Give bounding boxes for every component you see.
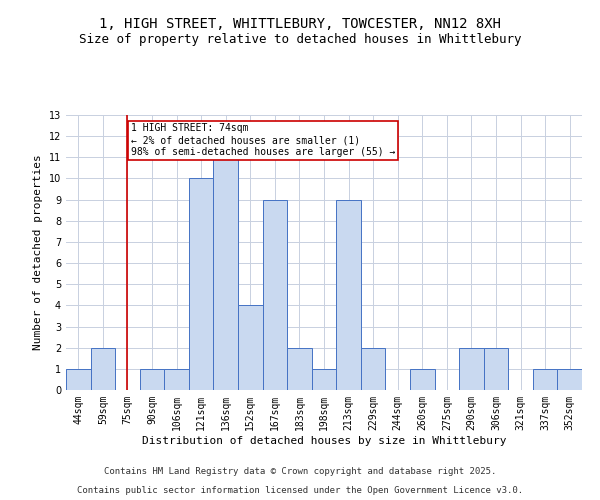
Bar xyxy=(91,348,115,390)
Bar xyxy=(164,369,189,390)
Bar xyxy=(140,369,164,390)
Bar xyxy=(66,369,91,390)
Bar xyxy=(557,369,582,390)
Text: 1, HIGH STREET, WHITTLEBURY, TOWCESTER, NN12 8XH: 1, HIGH STREET, WHITTLEBURY, TOWCESTER, … xyxy=(99,18,501,32)
Bar xyxy=(189,178,214,390)
Bar xyxy=(533,369,557,390)
Text: 1 HIGH STREET: 74sqm
← 2% of detached houses are smaller (1)
98% of semi-detache: 1 HIGH STREET: 74sqm ← 2% of detached ho… xyxy=(131,124,395,156)
Bar xyxy=(238,306,263,390)
Bar xyxy=(336,200,361,390)
Bar xyxy=(459,348,484,390)
Bar xyxy=(484,348,508,390)
Text: Size of property relative to detached houses in Whittlebury: Size of property relative to detached ho… xyxy=(79,32,521,46)
X-axis label: Distribution of detached houses by size in Whittlebury: Distribution of detached houses by size … xyxy=(142,436,506,446)
Text: Contains public sector information licensed under the Open Government Licence v3: Contains public sector information licen… xyxy=(77,486,523,495)
Bar xyxy=(312,369,336,390)
Bar xyxy=(214,158,238,390)
Bar xyxy=(410,369,434,390)
Bar xyxy=(263,200,287,390)
Bar xyxy=(361,348,385,390)
Y-axis label: Number of detached properties: Number of detached properties xyxy=(33,154,43,350)
Bar xyxy=(287,348,312,390)
Text: Contains HM Land Registry data © Crown copyright and database right 2025.: Contains HM Land Registry data © Crown c… xyxy=(104,467,496,476)
